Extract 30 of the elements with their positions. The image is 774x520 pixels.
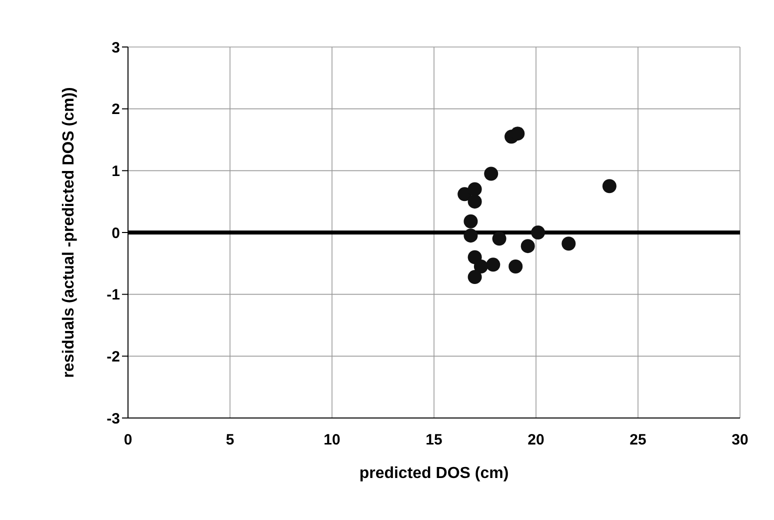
y-tick-label: 2 — [112, 101, 120, 118]
x-axis-title: predicted DOS (cm) — [359, 465, 509, 482]
point — [468, 270, 482, 284]
x-tick-label: 0 — [124, 432, 132, 449]
y-tick-label: 3 — [112, 39, 120, 56]
y-axis-title: residuals (actual -predicted DOS (cm)) — [60, 87, 78, 378]
x-tick-label: 15 — [426, 432, 442, 449]
point — [510, 126, 525, 141]
point — [486, 258, 500, 272]
x-tick-label: 25 — [630, 432, 646, 449]
y-tick-label: -1 — [106, 286, 120, 304]
y-tick-label: -2 — [106, 348, 120, 366]
point — [464, 214, 478, 228]
point — [468, 194, 482, 209]
point — [492, 232, 506, 246]
x-tick-label: 20 — [528, 432, 544, 449]
y-tick-label: -3 — [106, 410, 120, 428]
x-tick-label: 30 — [732, 432, 748, 449]
point — [508, 260, 523, 274]
y-tick-label: 0 — [112, 224, 120, 242]
point — [562, 236, 576, 251]
point — [520, 239, 535, 254]
y-tick-label: 1 — [112, 162, 120, 180]
point — [484, 166, 498, 181]
point — [602, 179, 616, 194]
point — [531, 226, 546, 240]
point — [464, 228, 478, 243]
x-tick-label: 10 — [324, 432, 340, 449]
point — [468, 182, 482, 196]
x-tick-label: 5 — [226, 432, 234, 449]
